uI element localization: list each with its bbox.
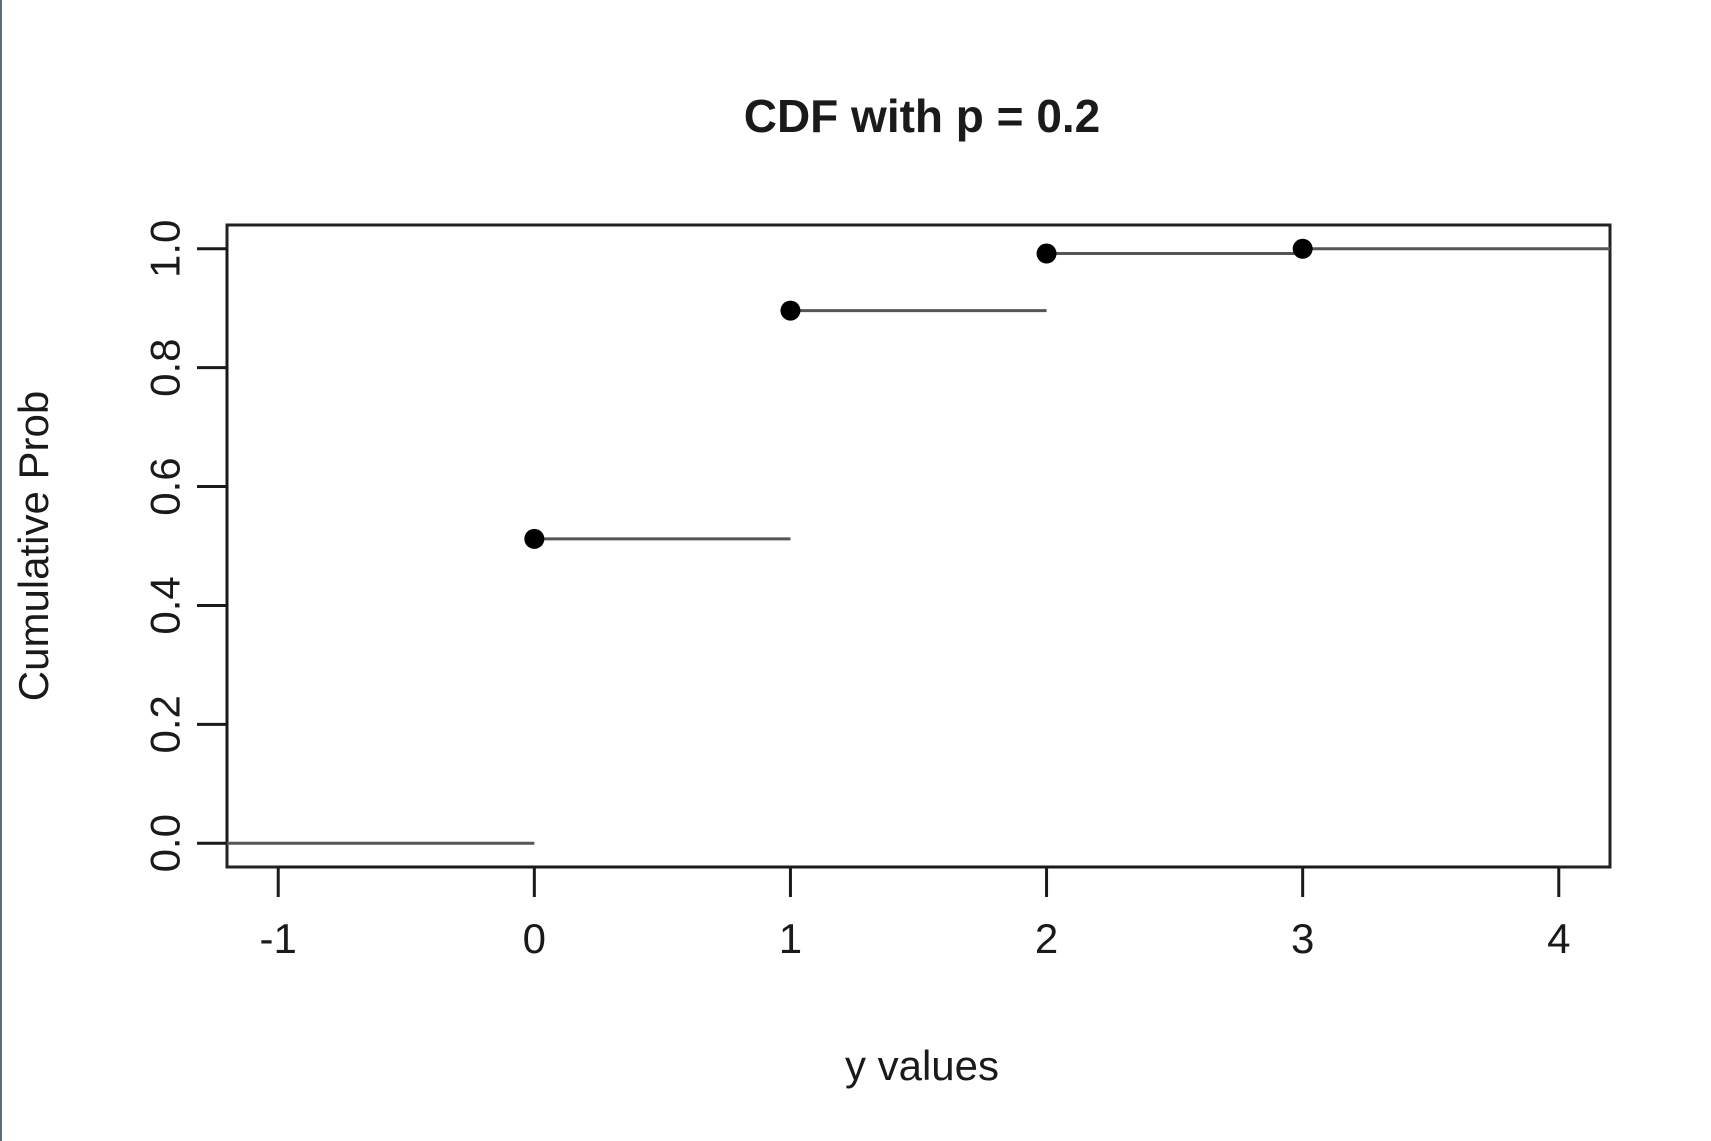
y-axis: 0.0 0.2 0.4 0.6 0.8 1.0 bbox=[142, 220, 229, 872]
chart-title: CDF with p = 0.2 bbox=[744, 90, 1101, 142]
data-point bbox=[524, 528, 545, 549]
y-tick-label: 0.4 bbox=[142, 576, 189, 634]
x-tick-label: 2 bbox=[1035, 915, 1058, 962]
plot-area-frame bbox=[225, 223, 1612, 869]
x-tick-label: 3 bbox=[1291, 915, 1314, 962]
y-tick-label: 0.0 bbox=[142, 814, 189, 872]
data-point bbox=[1036, 243, 1057, 264]
data-points bbox=[524, 238, 1313, 549]
y-axis-label: Cumulative Prob bbox=[10, 391, 57, 701]
x-tick-label: 1 bbox=[779, 915, 802, 962]
x-axis: -1 0 1 2 3 4 bbox=[260, 865, 1570, 962]
left-window-edge bbox=[0, 0, 2, 1141]
x-tick-label: -1 bbox=[260, 915, 297, 962]
x-axis-label: y values bbox=[845, 1042, 999, 1089]
y-tick-label: 0.8 bbox=[142, 338, 189, 396]
y-tick-label: 0.6 bbox=[142, 457, 189, 515]
data-point bbox=[1292, 238, 1313, 259]
x-tick-label: 0 bbox=[523, 915, 546, 962]
y-tick-label: 1.0 bbox=[142, 220, 189, 278]
data-point bbox=[780, 300, 801, 321]
x-tick-label: 4 bbox=[1547, 915, 1570, 962]
step-segments bbox=[227, 247, 1610, 845]
y-tick-label: 0.2 bbox=[142, 695, 189, 753]
